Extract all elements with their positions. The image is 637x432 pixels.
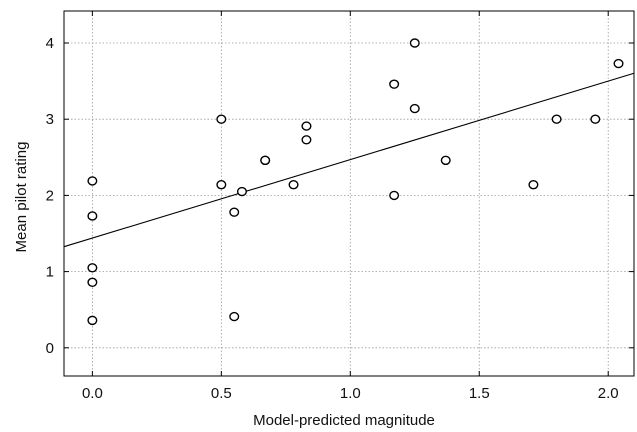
data-point: [87, 176, 98, 186]
x-tick-label: 1.5: [469, 385, 490, 402]
data-point: [236, 186, 247, 197]
data-point: [590, 114, 601, 124]
data-point: [389, 190, 400, 201]
y-tick-label: 4: [46, 35, 54, 52]
x-tick-label: 0.0: [82, 385, 103, 402]
data-point: [288, 180, 299, 190]
y-tick-label: 1: [46, 264, 54, 281]
grid-layer: [64, 11, 634, 376]
y-tick-label: 0: [46, 340, 54, 357]
data-point: [87, 315, 98, 326]
data-point: [87, 277, 98, 287]
y-axis-title: Mean pilot rating: [13, 142, 30, 253]
data-point: [229, 207, 240, 217]
data-point: [301, 135, 312, 145]
x-tick-label: 1.0: [340, 385, 361, 402]
x-tick-label: 0.5: [211, 385, 232, 402]
data-point: [551, 114, 562, 124]
data-point: [216, 114, 227, 124]
y-tick-label: 3: [46, 111, 54, 128]
data-point: [440, 155, 451, 166]
x-tick-label: 2.0: [598, 385, 619, 402]
fit-layer: [63, 72, 635, 248]
regression-line: [63, 72, 635, 248]
data-point: [216, 180, 227, 190]
data-point: [528, 180, 539, 190]
data-point: [87, 263, 98, 273]
tick-layer: 0.0 0.5 1.0 1.5 2.0 0 1 2 3 4: [46, 11, 634, 402]
data-point: [260, 155, 271, 166]
plot-frame: [63, 10, 635, 377]
data-point: [229, 311, 240, 322]
point-layer: [87, 38, 624, 326]
data-point: [301, 121, 312, 131]
data-point: [389, 79, 400, 89]
data-point: [409, 38, 420, 48]
data-point: [87, 211, 98, 221]
y-tick-label: 2: [46, 187, 54, 204]
data-point: [613, 58, 624, 69]
x-axis-title: Model-predicted magnitude: [253, 412, 435, 429]
data-point: [409, 103, 420, 114]
